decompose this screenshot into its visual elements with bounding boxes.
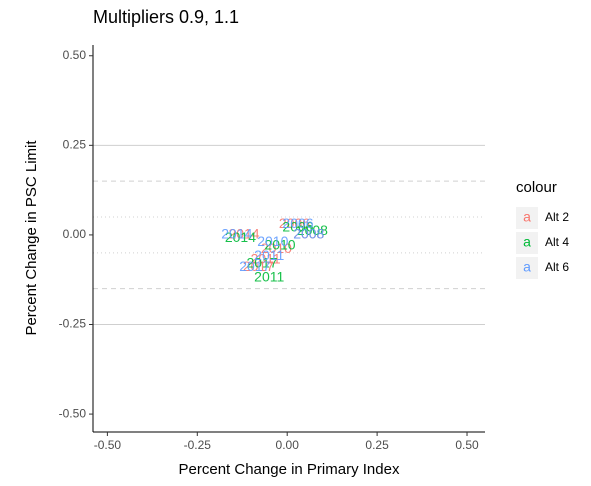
y-tick-label: -0.50 (59, 406, 87, 420)
legend-glyph: a (523, 234, 531, 250)
point-label: 2008 (293, 226, 324, 242)
point-label: 2010 (261, 240, 292, 256)
legend-label: Alt 6 (545, 260, 569, 274)
chart-title: Multipliers 0.9, 1.1 (93, 7, 239, 27)
legend-key (516, 257, 538, 279)
point-label: 2014 (225, 229, 256, 245)
point-label: 2006 (282, 218, 313, 234)
point-label: 2010 (257, 233, 288, 249)
x-tick-label: -0.50 (94, 438, 122, 452)
y-tick-label: 0.00 (63, 227, 87, 241)
point-label: 2006 (279, 215, 310, 231)
point-label: 2014 (221, 226, 252, 242)
point-label: 2011 (254, 247, 284, 263)
point-label: 2017 (243, 258, 274, 274)
legend-label: Alt 2 (545, 210, 569, 224)
x-tick-label: 0.25 (365, 438, 389, 452)
point-label: 2008 (293, 226, 324, 242)
point-label: 2008 (297, 222, 328, 238)
x-axis-label: Percent Change in Primary Index (179, 461, 400, 478)
point-label: 2010 (264, 236, 295, 252)
x-tick-label: 0.50 (455, 438, 479, 452)
point-label: 2011 (254, 269, 284, 285)
point-label: 2006 (282, 215, 313, 231)
legend-key (516, 207, 538, 229)
y-axis-label: Percent Change in PSC Limit (23, 140, 40, 336)
legend-key (516, 232, 538, 254)
y-tick-label: 0.50 (63, 48, 87, 62)
point-label: 2017 (246, 254, 277, 270)
x-tick-label: -0.25 (184, 438, 212, 452)
point-label: 2017 (239, 258, 270, 274)
legend-glyph: a (523, 209, 531, 225)
y-tick-label: -0.25 (59, 317, 87, 331)
point-label: 2014 (228, 226, 259, 242)
x-tick-label: 0.00 (276, 438, 300, 452)
legend-glyph: a (523, 259, 531, 275)
point-label: 2011 (251, 251, 281, 267)
legend-title: colour (516, 179, 557, 196)
y-tick-label: 0.25 (63, 138, 87, 152)
legend-label: Alt 4 (545, 235, 569, 249)
